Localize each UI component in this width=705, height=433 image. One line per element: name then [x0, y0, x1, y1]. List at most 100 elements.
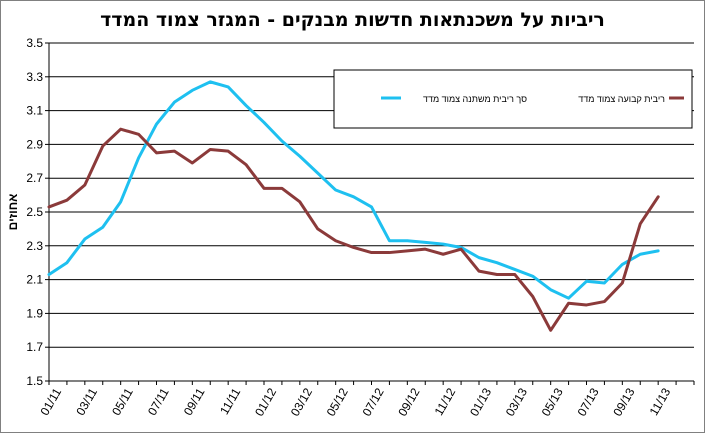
data-point — [603, 282, 605, 284]
data-point — [388, 240, 390, 242]
data-point — [621, 263, 623, 265]
data-point — [48, 273, 50, 275]
data-point — [352, 246, 354, 248]
data-point — [281, 187, 283, 189]
data-point — [406, 240, 408, 242]
data-point — [621, 282, 623, 284]
x-tick-label: 05/11 — [109, 385, 136, 418]
data-point — [137, 133, 139, 135]
data-point — [227, 150, 229, 152]
data-point — [119, 128, 121, 130]
x-tick-label: 07/13 — [575, 385, 602, 418]
x-tick-label: 09/12 — [395, 385, 422, 418]
data-point — [66, 262, 68, 264]
y-axis-title: אחוזים — [6, 194, 20, 231]
y-tick-label: 3.1 — [26, 104, 43, 118]
series-line-2 — [47, 127, 660, 332]
x-tick-label: 03/11 — [73, 385, 100, 418]
y-tick-label: 2.9 — [26, 137, 43, 151]
y-tick-label: 1.7 — [26, 340, 43, 354]
data-point — [514, 273, 516, 275]
data-point — [102, 145, 104, 147]
data-point — [442, 243, 444, 245]
y-tick-label: 2.1 — [26, 273, 43, 287]
data-point — [388, 251, 390, 253]
data-point — [496, 273, 498, 275]
x-tick-label: 03/12 — [288, 385, 315, 418]
data-point — [245, 163, 247, 165]
data-point — [657, 196, 659, 198]
legend: ריבית קבועה צמוד מדד סך ריבית משתנה צמוד … — [333, 69, 693, 129]
data-point — [639, 223, 641, 225]
data-point — [532, 275, 534, 277]
data-point — [334, 189, 336, 191]
data-point — [567, 297, 569, 299]
data-point — [155, 123, 157, 125]
x-tick-label: 11/13 — [647, 385, 674, 418]
data-point — [406, 250, 408, 252]
data-point — [137, 157, 139, 159]
data-point — [281, 140, 283, 142]
y-tick-label: 2.3 — [26, 239, 43, 253]
x-tick-label: 11/12 — [432, 385, 459, 418]
data-point — [102, 226, 104, 228]
data-point — [263, 121, 265, 123]
data-point — [66, 199, 68, 201]
x-tick-label: 07/11 — [145, 385, 172, 418]
data-point — [657, 250, 659, 252]
x-tick-label: 11/11 — [217, 385, 243, 417]
data-point — [514, 268, 516, 270]
x-tick-label: 01/11 — [37, 385, 64, 418]
legend-box — [333, 69, 693, 129]
data-point — [585, 304, 587, 306]
y-tick-label: 1.5 — [26, 374, 43, 388]
data-point — [532, 295, 534, 297]
x-tick-label: 01/13 — [467, 385, 494, 418]
data-point — [263, 187, 265, 189]
data-point — [299, 155, 301, 157]
data-point — [424, 241, 426, 243]
data-point — [317, 172, 319, 174]
data-point — [191, 89, 193, 91]
data-point — [585, 280, 587, 282]
data-point — [639, 253, 641, 255]
data-point — [119, 201, 121, 203]
data-point — [442, 253, 444, 255]
y-tick-label: 2.7 — [26, 171, 43, 185]
x-tick-label: 07/12 — [360, 385, 387, 418]
x-tick-label: 05/12 — [324, 385, 351, 418]
y-tick-label: 3.5 — [26, 36, 43, 50]
data-point — [191, 162, 193, 164]
x-tick-label: 01/12 — [252, 385, 279, 418]
legend-label: ריבית קבועה צמוד מדד — [578, 94, 665, 104]
data-point — [603, 300, 605, 302]
x-tick-label: 09/13 — [610, 385, 637, 418]
data-point — [84, 184, 86, 186]
data-point — [48, 206, 50, 208]
data-point — [84, 238, 86, 240]
y-tick-label: 3.3 — [26, 70, 43, 84]
data-point — [567, 302, 569, 304]
legend-label: סך ריבית משתנה צמוד מדד — [423, 94, 527, 104]
x-tick-label: 09/11 — [181, 385, 208, 418]
x-tick-label: 05/13 — [539, 385, 566, 418]
chart-title: ריביות על משכנתאות חדשות מבנקים - המגזר … — [100, 9, 605, 31]
data-point — [245, 104, 247, 106]
series-line-1 — [47, 80, 660, 300]
data-point — [155, 152, 157, 154]
data-point — [209, 148, 211, 150]
data-point — [460, 248, 462, 250]
x-tick-label: 03/13 — [503, 385, 530, 418]
data-point — [478, 256, 480, 258]
data-point — [370, 251, 372, 253]
data-point — [549, 289, 551, 291]
y-tick-label: 1.9 — [26, 306, 43, 320]
data-point — [317, 228, 319, 230]
data-point — [173, 101, 175, 103]
y-tick-label: 2.5 — [26, 205, 43, 219]
data-point — [173, 150, 175, 152]
data-point — [334, 240, 336, 242]
data-point — [478, 270, 480, 272]
